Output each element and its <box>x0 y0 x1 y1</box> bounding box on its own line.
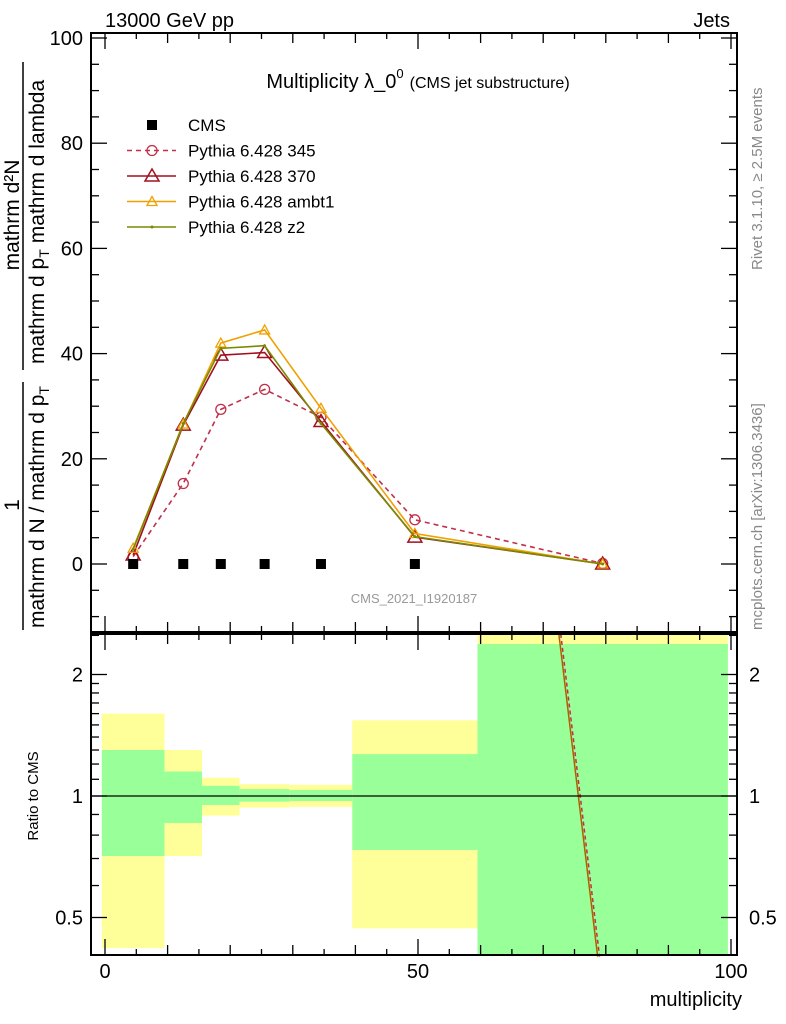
y-label-sub-2: T <box>36 249 52 258</box>
legend-item: Pythia 6.428 z2 <box>127 218 305 237</box>
ratio-bands <box>101 634 728 955</box>
y-label-left-den-line: mathrm d N / mathrm d pT <box>26 386 52 628</box>
y-label-right-den-line: mathrm d pTmathrm d lambda <box>26 80 52 364</box>
main-frame <box>90 32 738 633</box>
y-tick-label: 60 <box>61 238 83 260</box>
y-label-sub-1: T <box>36 386 52 395</box>
series-pythia-6-428-ambt1 <box>127 323 609 569</box>
data-point-circle <box>258 383 271 396</box>
data-point-dot <box>219 346 223 350</box>
chart-title-main: Multiplicity λ_0 <box>266 71 396 93</box>
data-point-circle <box>409 514 421 526</box>
ratio-band-stat <box>352 754 478 850</box>
data-point-dot <box>601 562 605 566</box>
legend-item: Pythia 6.428 370 <box>127 167 316 186</box>
data-point-triangle <box>312 412 330 428</box>
ratio-band-stat <box>101 750 165 857</box>
legend-item: Pythia 6.428 ambt1 <box>127 193 334 212</box>
series-pythia-6-428-370 <box>124 344 611 570</box>
data-point-triangle <box>177 417 190 429</box>
chart-title-superscript: 0 <box>396 66 403 81</box>
series-cms <box>128 559 420 569</box>
data-point-dot <box>413 535 417 539</box>
ratio-series <box>558 633 601 957</box>
ratio-y-tick-label: 2 <box>72 665 83 687</box>
data-point-triangle <box>314 401 328 413</box>
x-tick-label: 0 <box>99 961 110 983</box>
data-point-square <box>147 120 157 130</box>
x-tick-label: 50 <box>407 961 429 983</box>
ratio-y-tick-label-right: 2 <box>749 665 760 687</box>
data-point-dot <box>131 547 135 551</box>
y-label-right-den: mathrm d p <box>26 258 49 364</box>
ratio-y-tick-label: 1 <box>72 786 83 808</box>
ratio-y-tick-label-right: 0.5 <box>749 908 777 930</box>
data-point-dot <box>319 422 323 426</box>
ratio-band-stat <box>164 771 203 824</box>
data-point-triangle <box>145 195 159 207</box>
series-line <box>132 328 603 565</box>
y-tick-label: 100 <box>50 28 83 50</box>
ratio-line <box>558 633 599 957</box>
legend-label: Pythia 6.428 ambt1 <box>188 193 334 212</box>
series-pythia-6-428-345 <box>127 383 609 570</box>
legend-item: Pythia 6.428 345 <box>127 142 316 161</box>
series-pythia-6-428-z2 <box>131 344 605 566</box>
axes: 0 20 40 60 80 100 0 50 100 0.5 0.5 1 1 2 2 <box>50 28 777 983</box>
y-label-right-den-rest: mathrm d lambda <box>26 80 49 244</box>
data-point-triangle <box>406 528 424 543</box>
data-point-square <box>215 559 226 569</box>
y-label-left-den: mathrm d N / mathrm d p <box>26 395 49 628</box>
data-point-dot <box>263 344 267 348</box>
data-point-circle <box>215 403 227 416</box>
y-tick-label: 40 <box>61 344 83 366</box>
ratio-line <box>559 633 601 957</box>
y-label-one: 1 <box>1 499 24 511</box>
data-point-square <box>178 559 189 569</box>
legend-label: Pythia 6.428 z2 <box>188 218 305 237</box>
data-point-square <box>315 559 326 569</box>
header-right: Jets <box>693 10 730 32</box>
legend-label: CMS <box>188 116 226 135</box>
chart-title-suffix: (CMS jet substructure) <box>410 75 570 92</box>
legend-label: Pythia 6.428 345 <box>188 142 316 161</box>
data-point-square <box>259 559 270 569</box>
data-point-triangle <box>258 323 271 335</box>
data-point-circle <box>146 144 158 157</box>
header-left: 13000 GeV pp <box>105 10 234 32</box>
ratio-band-stat <box>477 644 728 955</box>
y-tick-label: 0 <box>72 554 83 576</box>
legend-item: CMS <box>147 116 226 135</box>
ratio-frame <box>90 633 738 956</box>
data-point-square <box>409 559 420 569</box>
y-tick-label: 80 <box>61 133 83 155</box>
data-point-triangle <box>127 541 140 553</box>
series-line <box>132 388 603 565</box>
data-point-dot <box>181 422 185 426</box>
x-tick-label: 100 <box>714 961 747 983</box>
chart-title: Multiplicity λ_00 (CMS jet substructure) <box>266 66 569 93</box>
legend-label: Pythia 6.428 370 <box>188 167 316 186</box>
data-point-triangle <box>143 167 161 182</box>
rivet-label: Rivet 3.1.10, ≥ 2.5M events <box>749 88 766 271</box>
y-axis-label: 1 mathrm d N / mathrm d pT mathrm d²N ma… <box>1 62 52 630</box>
data-point-square <box>128 559 139 569</box>
ratio-y-label: Ratio to CMS <box>25 751 42 840</box>
legend: CMS Pythia 6.428 345 Pythia 6.428 370 Pythi… <box>127 116 334 237</box>
y-tick-label: 20 <box>61 449 83 471</box>
ratio-y-tick-label: 0.5 <box>55 908 83 930</box>
y-label-num: mathrm d²N <box>1 160 24 271</box>
mcplots-label: mcplots.cern.ch [arXiv:1306.3436] <box>749 403 766 630</box>
main-series <box>124 323 611 570</box>
data-point-dot <box>150 225 154 229</box>
x-axis-label: multiplicity <box>650 989 742 1011</box>
ratio-y-tick-label-right: 1 <box>749 786 760 808</box>
data-point-circle <box>177 477 189 490</box>
ratio-band-stat <box>202 785 240 805</box>
analysis-label: CMS_2021_I1920187 <box>351 591 478 606</box>
